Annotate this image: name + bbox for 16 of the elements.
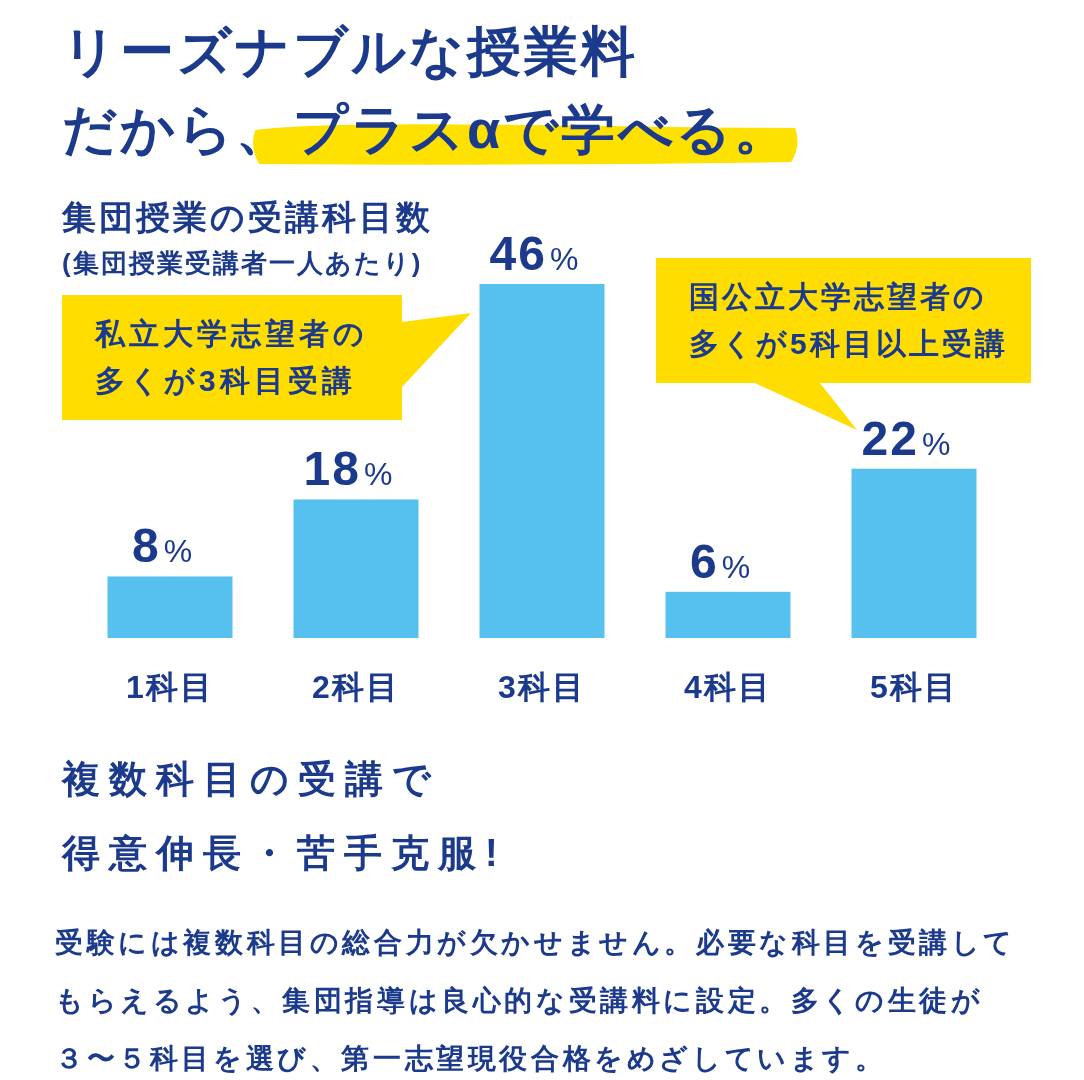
data-label: 8% bbox=[131, 519, 193, 573]
data-label: 6% bbox=[689, 534, 751, 588]
x-tick-label: 3科目 bbox=[498, 669, 586, 705]
text: 複数科目の受講で得意伸長・苦手克服! bbox=[60, 758, 507, 874]
annotation: 国公立大学志望者の多くが5科目以上受講 bbox=[689, 280, 1008, 360]
data-label: 22% bbox=[861, 411, 951, 465]
data-label: 46% bbox=[489, 227, 579, 280]
chart-subtitle: 集団授業の受講科目数 bbox=[61, 198, 433, 236]
text: (集団授業受講者一人あたり) bbox=[62, 248, 423, 278]
x-tick-label: 1科目 bbox=[126, 669, 214, 705]
text: 受験には複数科目の総合力が欠かせません。必要な科目を受講してもらえるよう、集団指導は良心的な受講料に設定。多くの生徒が３〜５科目を選び、第一志望現役合格をめざしています。 bbox=[55, 927, 1016, 1074]
x-tick-label: 4科目 bbox=[684, 669, 772, 705]
annotation: 私立大学志望者の多くが3科目受講 bbox=[94, 317, 368, 397]
data-label: 18% bbox=[303, 442, 393, 496]
x-tick-label: 2科目 bbox=[312, 669, 400, 705]
x-tick-label: 5科目 bbox=[870, 669, 958, 705]
